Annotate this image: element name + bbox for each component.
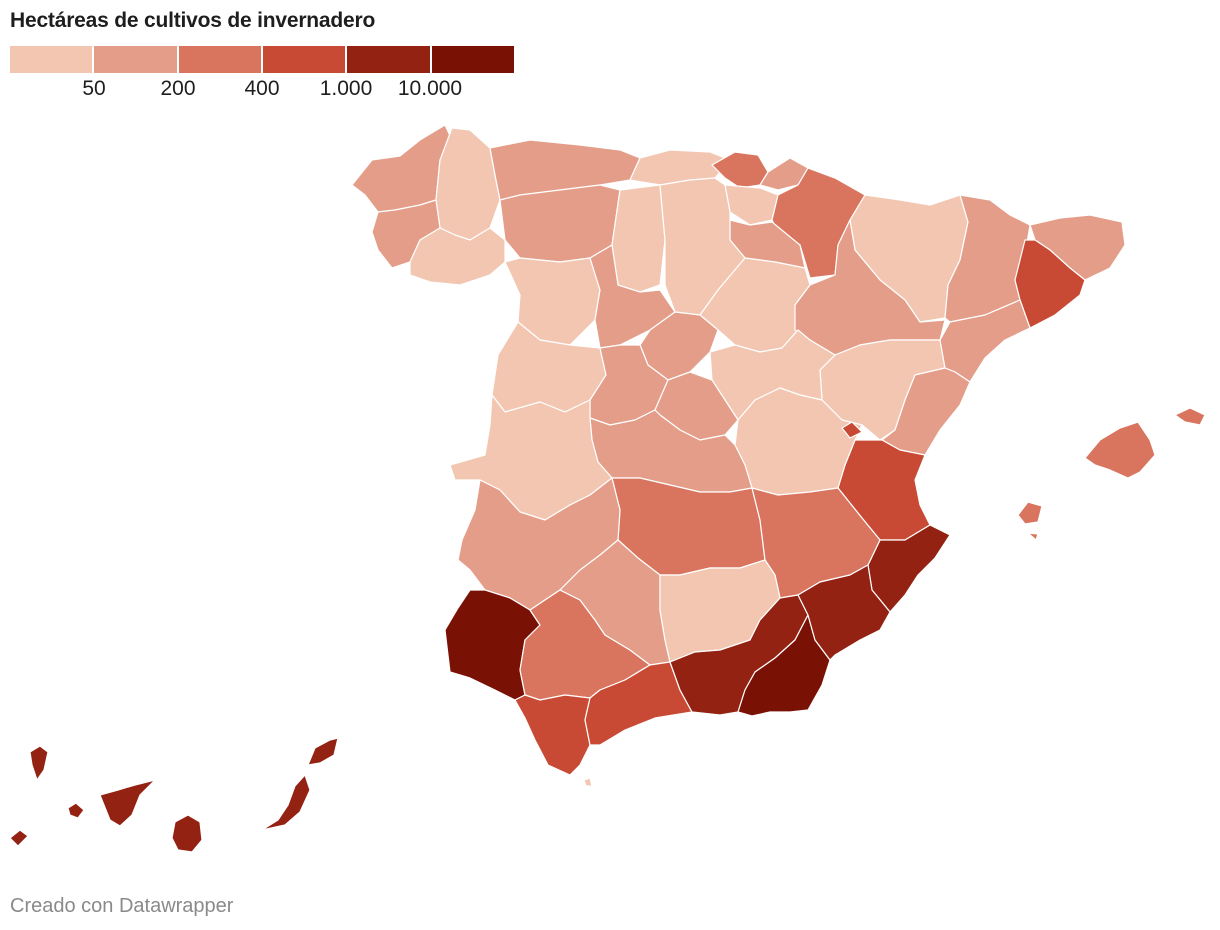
legend-color-bar bbox=[10, 46, 514, 73]
legend-tick-1000: 1.000 bbox=[319, 77, 373, 100]
region-el-hierro[interactable] bbox=[9, 829, 29, 847]
region-enclave-rincon-de-ademuz[interactable] bbox=[841, 421, 863, 439]
legend-ticks: 50 200 400 1.000 10.000 bbox=[10, 73, 514, 103]
region-alava[interactable] bbox=[724, 184, 779, 226]
legend-tick-10000: 10.000 bbox=[397, 77, 463, 100]
legend-swatch-1 bbox=[10, 46, 95, 73]
region-la-palma[interactable] bbox=[29, 745, 49, 781]
region-formentera[interactable] bbox=[1027, 532, 1039, 541]
region-cadiz[interactable] bbox=[514, 694, 591, 776]
legend-tick-400: 400 bbox=[244, 77, 280, 100]
legend-swatch-3 bbox=[178, 46, 263, 73]
region-la-gomera[interactable] bbox=[67, 802, 85, 819]
legend-swatch-6 bbox=[431, 46, 514, 73]
region-ibiza[interactable] bbox=[1017, 501, 1043, 525]
legend-tick-200: 200 bbox=[160, 77, 196, 100]
region-tenerife[interactable] bbox=[99, 779, 156, 827]
region-lugo[interactable] bbox=[435, 127, 501, 241]
region-asturias[interactable] bbox=[489, 139, 641, 201]
region-castellon[interactable] bbox=[881, 367, 971, 456]
region-lanzarote[interactable] bbox=[307, 737, 339, 766]
region-menorca[interactable] bbox=[1174, 407, 1206, 426]
region-mallorca[interactable] bbox=[1084, 421, 1156, 479]
region-barcelona[interactable] bbox=[1014, 239, 1086, 329]
region-palencia[interactable] bbox=[611, 184, 666, 293]
spain-choropleth-map bbox=[9, 124, 1206, 853]
color-legend: 50 200 400 1.000 10.000 bbox=[10, 46, 514, 106]
region-ceuta[interactable] bbox=[583, 777, 593, 787]
legend-swatch-2 bbox=[94, 46, 179, 73]
region-fuerteventura[interactable] bbox=[261, 774, 311, 831]
credit-footer: Creado con Datawrapper bbox=[10, 895, 234, 917]
legend-tick-50: 50 bbox=[82, 77, 106, 100]
chart-title: Hectáreas de cultivos de invernadero bbox=[10, 9, 376, 32]
legend-swatch-5 bbox=[347, 46, 432, 73]
region-murcia[interactable] bbox=[797, 564, 891, 661]
region-gran-canaria[interactable] bbox=[171, 814, 203, 853]
legend-swatch-4 bbox=[262, 46, 348, 73]
